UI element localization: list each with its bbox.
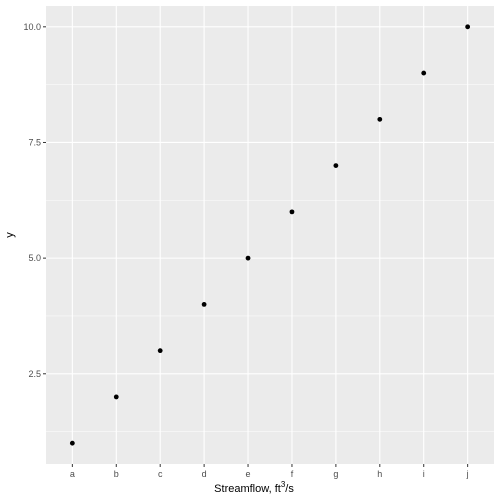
x-tick-label: f <box>291 469 294 479</box>
data-point <box>421 70 427 76</box>
minor-gridlines <box>46 84 494 432</box>
y-tick-label: 5.0 <box>28 253 41 263</box>
x-axis-title-superscript: 3 <box>281 480 286 489</box>
y-axis-tick-labels: 2.5 5.0 7.5 10.0 <box>23 22 41 379</box>
x-axis-tick-labels: a b c d e f g h i j <box>70 469 469 479</box>
data-point <box>157 348 163 354</box>
data-point <box>245 255 251 261</box>
x-tick-label: j <box>466 469 469 479</box>
data-point <box>113 394 119 400</box>
y-tick-label: 7.5 <box>28 137 41 147</box>
axis-ticks <box>43 26 469 467</box>
data-point <box>465 24 471 30</box>
x-tick-label: i <box>423 469 425 479</box>
y-tick-label: 2.5 <box>28 369 41 379</box>
data-point <box>69 440 75 446</box>
data-point <box>333 163 339 169</box>
x-axis-title: Streamflow, ft3/s <box>214 480 294 495</box>
x-tick-label: a <box>70 469 75 479</box>
data-point <box>377 116 383 122</box>
y-tick-label: 10.0 <box>23 22 41 32</box>
data-point <box>289 209 295 215</box>
x-tick-label: b <box>114 469 119 479</box>
y-axis-title: y <box>4 232 16 238</box>
x-axis-title-main: Streamflow, ft <box>214 483 281 495</box>
plot-panel <box>46 6 494 464</box>
x-tick-label: h <box>377 469 382 479</box>
data-point <box>201 301 207 307</box>
x-axis-title-tail: /s <box>285 483 294 495</box>
x-tick-label: e <box>246 469 251 479</box>
x-tick-label: g <box>333 469 338 479</box>
x-tick-label: d <box>202 469 207 479</box>
data-points <box>69 24 471 446</box>
major-gridlines <box>46 6 494 464</box>
x-tick-label: c <box>158 469 163 479</box>
